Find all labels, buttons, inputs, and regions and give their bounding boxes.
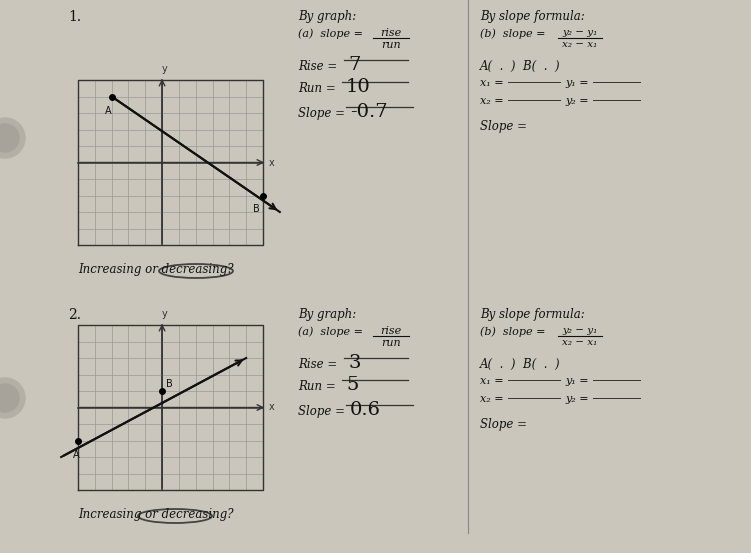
Text: 0.6: 0.6 (350, 401, 381, 419)
Circle shape (0, 124, 19, 152)
Text: A: A (105, 106, 112, 116)
Text: Increasing or decreasing?: Increasing or decreasing? (78, 508, 234, 521)
Text: A(  .  )  B(  .  ): A( . ) B( . ) (480, 358, 561, 371)
Text: y₂ =: y₂ = (565, 96, 592, 106)
Text: B: B (166, 379, 173, 389)
Text: x₁ =: x₁ = (480, 376, 507, 386)
Text: y: y (161, 64, 167, 74)
Text: A(  .  )  B(  .  ): A( . ) B( . ) (480, 60, 561, 73)
Text: run: run (382, 338, 401, 348)
Text: By slope formula:: By slope formula: (480, 308, 585, 321)
Text: Run =: Run = (298, 82, 339, 95)
Text: x₂ =: x₂ = (480, 96, 507, 106)
Circle shape (0, 384, 19, 412)
Text: By graph:: By graph: (298, 10, 356, 23)
Text: By graph:: By graph: (298, 308, 356, 321)
Text: Slope =: Slope = (298, 107, 348, 120)
Text: (a)  slope =: (a) slope = (298, 28, 366, 39)
Text: A: A (73, 450, 80, 460)
Text: x₂ − x₁: x₂ − x₁ (562, 40, 598, 49)
Text: -0.7: -0.7 (350, 103, 388, 121)
Text: (a)  slope =: (a) slope = (298, 326, 366, 337)
Text: (b)  slope =: (b) slope = (480, 326, 549, 337)
Text: 2.: 2. (68, 308, 81, 322)
Text: 3: 3 (348, 354, 360, 372)
Text: y₂ =: y₂ = (565, 394, 592, 404)
Text: Slope =: Slope = (480, 120, 527, 133)
Text: x: x (269, 158, 275, 168)
Text: Increasing or decreasing?: Increasing or decreasing? (78, 263, 234, 276)
Text: rise: rise (380, 28, 402, 38)
Text: By slope formula:: By slope formula: (480, 10, 585, 23)
Text: run: run (382, 40, 401, 50)
Text: x₂ − x₁: x₂ − x₁ (562, 338, 598, 347)
Text: (b)  slope =: (b) slope = (480, 28, 549, 39)
Text: Rise =: Rise = (298, 358, 341, 371)
Text: Slope =: Slope = (480, 418, 527, 431)
Text: 1.: 1. (68, 10, 81, 24)
Circle shape (0, 118, 25, 158)
Text: y₁ =: y₁ = (565, 376, 592, 386)
Text: y₂ − y₁: y₂ − y₁ (562, 326, 598, 335)
Text: y₁ =: y₁ = (565, 78, 592, 88)
Text: Run =: Run = (298, 380, 339, 393)
Text: 10: 10 (346, 78, 371, 96)
Text: 5: 5 (346, 376, 358, 394)
Text: Rise =: Rise = (298, 60, 341, 73)
Text: Slope =: Slope = (298, 405, 348, 418)
Circle shape (0, 378, 25, 418)
Text: x: x (269, 403, 275, 413)
Text: y: y (161, 309, 167, 319)
Text: 7: 7 (348, 56, 360, 74)
Text: rise: rise (380, 326, 402, 336)
Text: x₁ =: x₁ = (480, 78, 507, 88)
Text: x₂ =: x₂ = (480, 394, 507, 404)
Text: B: B (253, 204, 260, 213)
Text: y₂ − y₁: y₂ − y₁ (562, 28, 598, 37)
